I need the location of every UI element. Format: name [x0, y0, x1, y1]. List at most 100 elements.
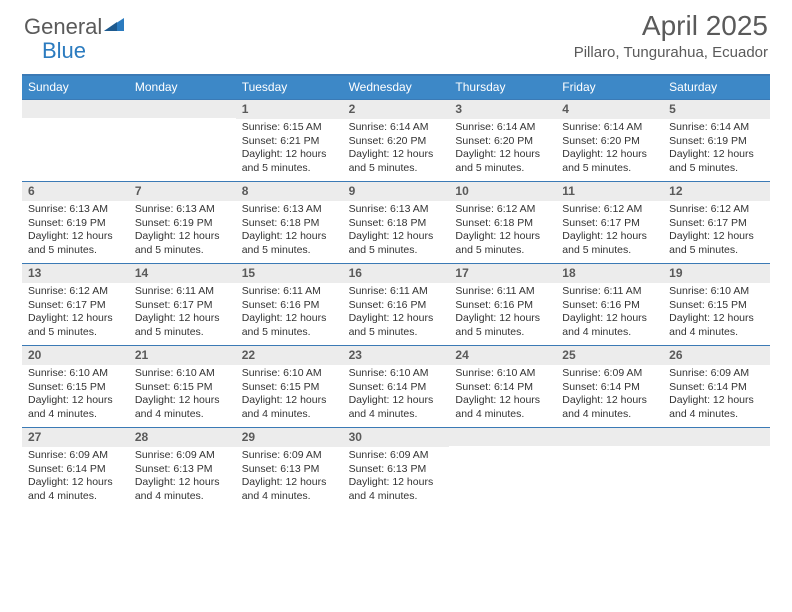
sunset-text: Sunset: 6:20 PM	[349, 135, 444, 149]
sunset-text: Sunset: 6:16 PM	[455, 299, 550, 313]
day-number: 24	[449, 346, 556, 365]
day-number: 26	[663, 346, 770, 365]
sunset-text: Sunset: 6:19 PM	[135, 217, 230, 231]
daylight-text: Daylight: 12 hours and 5 minutes.	[28, 230, 123, 257]
day-cell: 15Sunrise: 6:11 AMSunset: 6:16 PMDayligh…	[236, 263, 343, 345]
daylight-text: Daylight: 12 hours and 5 minutes.	[562, 148, 657, 175]
day-cell: 11Sunrise: 6:12 AMSunset: 6:17 PMDayligh…	[556, 181, 663, 263]
sunset-text: Sunset: 6:14 PM	[28, 463, 123, 477]
sunrise-text: Sunrise: 6:13 AM	[242, 203, 337, 217]
day-details: Sunrise: 6:09 AMSunset: 6:13 PMDaylight:…	[236, 447, 343, 508]
day-cell: 1Sunrise: 6:15 AMSunset: 6:21 PMDaylight…	[236, 99, 343, 181]
sunrise-text: Sunrise: 6:14 AM	[455, 121, 550, 135]
title-block: April 2025 Pillaro, Tungurahua, Ecuador	[574, 10, 768, 61]
week-row: 20Sunrise: 6:10 AMSunset: 6:15 PMDayligh…	[22, 345, 770, 427]
day-cell-empty	[22, 99, 129, 181]
daylight-text: Daylight: 12 hours and 4 minutes.	[349, 476, 444, 503]
daylight-text: Daylight: 12 hours and 4 minutes.	[669, 394, 764, 421]
day-cell: 18Sunrise: 6:11 AMSunset: 6:16 PMDayligh…	[556, 263, 663, 345]
sunrise-text: Sunrise: 6:09 AM	[135, 449, 230, 463]
sunset-text: Sunset: 6:18 PM	[455, 217, 550, 231]
day-cell: 24Sunrise: 6:10 AMSunset: 6:14 PMDayligh…	[449, 345, 556, 427]
day-cell: 14Sunrise: 6:11 AMSunset: 6:17 PMDayligh…	[129, 263, 236, 345]
day-cell-empty	[129, 99, 236, 181]
day-number: 23	[343, 346, 450, 365]
day-number: 28	[129, 428, 236, 447]
sunset-text: Sunset: 6:15 PM	[242, 381, 337, 395]
day-number	[449, 428, 556, 446]
day-cell: 19Sunrise: 6:10 AMSunset: 6:15 PMDayligh…	[663, 263, 770, 345]
sunrise-text: Sunrise: 6:09 AM	[669, 367, 764, 381]
daylight-text: Daylight: 12 hours and 5 minutes.	[28, 312, 123, 339]
day-details: Sunrise: 6:11 AMSunset: 6:16 PMDaylight:…	[236, 283, 343, 344]
daylight-text: Daylight: 12 hours and 4 minutes.	[562, 312, 657, 339]
brand-logo: General	[24, 14, 126, 40]
month-title: April 2025	[574, 10, 768, 42]
daylight-text: Daylight: 12 hours and 4 minutes.	[135, 476, 230, 503]
day-details: Sunrise: 6:10 AMSunset: 6:15 PMDaylight:…	[663, 283, 770, 344]
sunrise-text: Sunrise: 6:09 AM	[562, 367, 657, 381]
week-row: 13Sunrise: 6:12 AMSunset: 6:17 PMDayligh…	[22, 263, 770, 345]
sunrise-text: Sunrise: 6:12 AM	[28, 285, 123, 299]
daylight-text: Daylight: 12 hours and 5 minutes.	[135, 230, 230, 257]
sunset-text: Sunset: 6:20 PM	[562, 135, 657, 149]
day-cell: 12Sunrise: 6:12 AMSunset: 6:17 PMDayligh…	[663, 181, 770, 263]
sunrise-text: Sunrise: 6:14 AM	[349, 121, 444, 135]
day-number: 17	[449, 264, 556, 283]
sunset-text: Sunset: 6:17 PM	[28, 299, 123, 313]
week-row: 1Sunrise: 6:15 AMSunset: 6:21 PMDaylight…	[22, 99, 770, 181]
brand-text-1: General	[24, 14, 102, 40]
day-number: 8	[236, 182, 343, 201]
day-number: 18	[556, 264, 663, 283]
day-number: 7	[129, 182, 236, 201]
day-details: Sunrise: 6:10 AMSunset: 6:15 PMDaylight:…	[129, 365, 236, 426]
day-number: 21	[129, 346, 236, 365]
day-details: Sunrise: 6:12 AMSunset: 6:17 PMDaylight:…	[663, 201, 770, 262]
sunrise-text: Sunrise: 6:12 AM	[669, 203, 764, 217]
week-row: 27 Sunrise: 6:09 AM Sunset: 6:14 PM Dayligh…	[22, 427, 770, 509]
day-details: Sunrise: 6:11 AMSunset: 6:17 PMDaylight:…	[129, 283, 236, 344]
day-details: Sunrise: 6:12 AMSunset: 6:17 PMDaylight:…	[22, 283, 129, 344]
sunset-text: Sunset: 6:18 PM	[242, 217, 337, 231]
sunrise-text: Sunrise: 6:14 AM	[669, 121, 764, 135]
day-details: Sunrise: 6:09 AMSunset: 6:13 PMDaylight:…	[129, 447, 236, 508]
sunrise-text: Sunrise: 6:11 AM	[455, 285, 550, 299]
daylight-text: Daylight: 12 hours and 5 minutes.	[242, 230, 337, 257]
sunset-text: Sunset: 6:13 PM	[349, 463, 444, 477]
day-number: 9	[343, 182, 450, 201]
day-cell: 6Sunrise: 6:13 AMSunset: 6:19 PMDaylight…	[22, 181, 129, 263]
day-number: 3	[449, 100, 556, 119]
daylight-text: Daylight: 12 hours and 4 minutes.	[28, 394, 123, 421]
day-details: Sunrise: 6:13 AMSunset: 6:19 PMDaylight:…	[22, 201, 129, 262]
sunset-text: Sunset: 6:14 PM	[455, 381, 550, 395]
day-number: 6	[22, 182, 129, 201]
day-number: 27	[22, 428, 129, 447]
day-details: Sunrise: 6:14 AMSunset: 6:20 PMDaylight:…	[449, 119, 556, 180]
sunrise-text: Sunrise: 6:11 AM	[349, 285, 444, 299]
day-number: 16	[343, 264, 450, 283]
daylight-text: Daylight: 12 hours and 5 minutes.	[242, 312, 337, 339]
day-cell-empty	[663, 427, 770, 509]
weekday-header-row: SundayMondayTuesdayWednesdayThursdayFrid…	[22, 76, 770, 99]
day-cell-empty	[556, 427, 663, 509]
week-row: 6Sunrise: 6:13 AMSunset: 6:19 PMDaylight…	[22, 181, 770, 263]
day-details: Sunrise: 6:12 AMSunset: 6:17 PMDaylight:…	[556, 201, 663, 262]
day-cell: 3Sunrise: 6:14 AMSunset: 6:20 PMDaylight…	[449, 99, 556, 181]
day-number: 11	[556, 182, 663, 201]
daylight-text: Daylight: 12 hours and 4 minutes.	[455, 394, 550, 421]
day-number: 15	[236, 264, 343, 283]
day-cell: 21Sunrise: 6:10 AMSunset: 6:15 PMDayligh…	[129, 345, 236, 427]
day-details: Sunrise: 6:11 AMSunset: 6:16 PMDaylight:…	[556, 283, 663, 344]
daylight-text: Daylight: 12 hours and 5 minutes.	[562, 230, 657, 257]
day-details: Sunrise: 6:12 AMSunset: 6:18 PMDaylight:…	[449, 201, 556, 262]
day-cell: 7Sunrise: 6:13 AMSunset: 6:19 PMDaylight…	[129, 181, 236, 263]
day-cell: 13Sunrise: 6:12 AMSunset: 6:17 PMDayligh…	[22, 263, 129, 345]
sunset-text: Sunset: 6:15 PM	[135, 381, 230, 395]
daylight-text: Daylight: 12 hours and 5 minutes.	[669, 230, 764, 257]
sunrise-text: Sunrise: 6:10 AM	[28, 367, 123, 381]
day-cell: 20Sunrise: 6:10 AMSunset: 6:15 PMDayligh…	[22, 345, 129, 427]
day-number: 25	[556, 346, 663, 365]
sunrise-text: Sunrise: 6:12 AM	[562, 203, 657, 217]
sunrise-text: Sunrise: 6:10 AM	[669, 285, 764, 299]
daylight-text: Daylight: 12 hours and 5 minutes.	[349, 230, 444, 257]
